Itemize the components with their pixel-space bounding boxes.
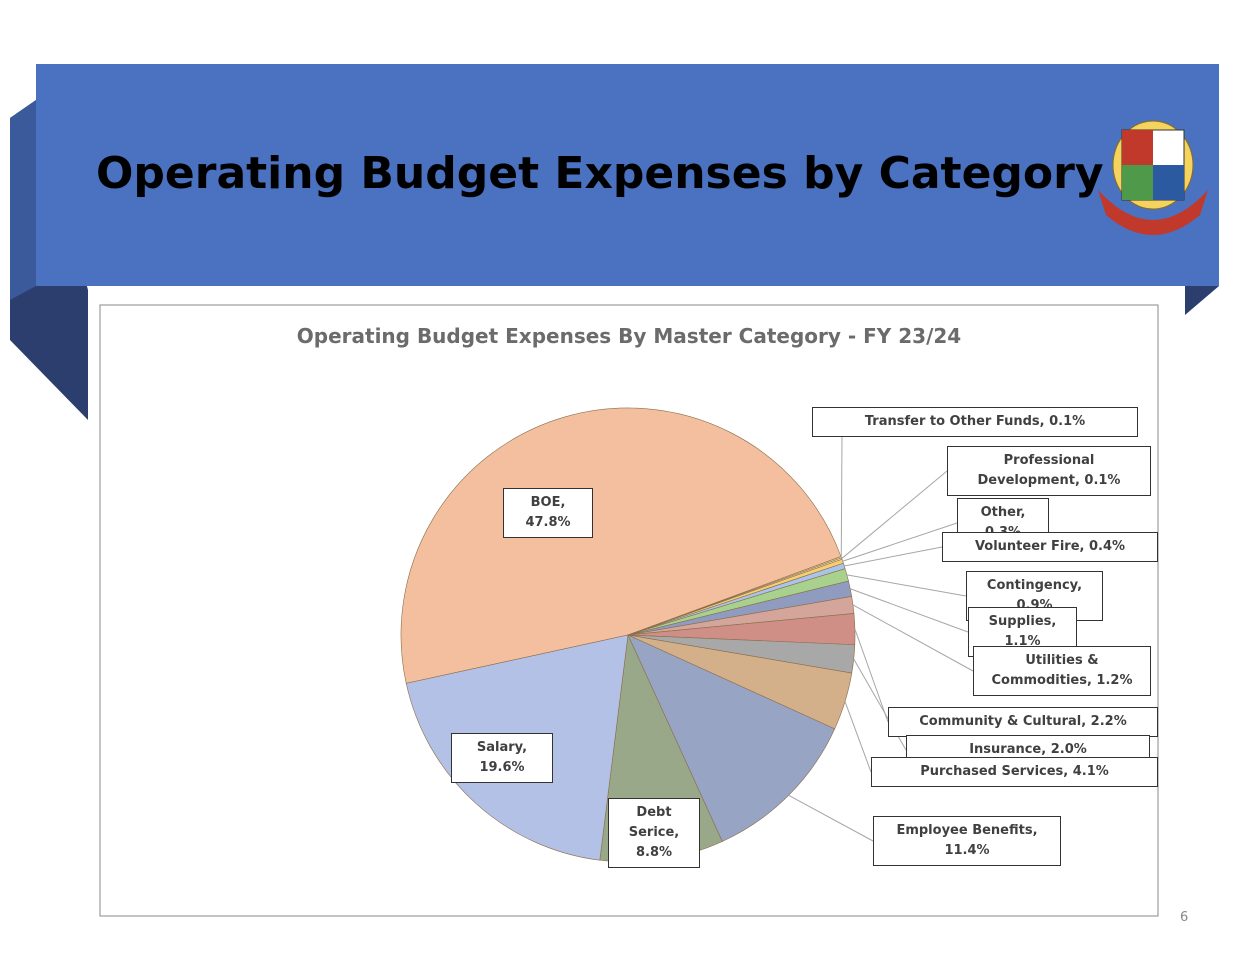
pie-slice xyxy=(400,407,842,684)
data-label: Transfer to Other Funds, 0.1% xyxy=(812,407,1138,437)
leader-line xyxy=(788,794,874,842)
logo xyxy=(1098,120,1208,235)
leader-line xyxy=(842,522,958,562)
data-label: Salary, 19.6% xyxy=(451,733,553,783)
data-label: Volunteer Fire, 0.4% xyxy=(942,532,1158,562)
slide-title: Operating Budget Expenses by Category xyxy=(96,148,1104,199)
banner xyxy=(36,64,1219,286)
leader-line xyxy=(841,470,948,559)
ribbon-fold xyxy=(1185,286,1219,315)
data-label: Employee Benefits, 11.4% xyxy=(873,816,1061,866)
chart-title: Operating Budget Expenses By Master Cate… xyxy=(296,324,962,348)
data-label: Purchased Services, 4.1% xyxy=(871,757,1158,787)
data-label: Community & Cultural, 2.2% xyxy=(888,707,1158,737)
data-label: BOE, 47.8% xyxy=(503,488,593,538)
ribbon-fold xyxy=(10,100,36,300)
data-label: Professional Development, 0.1% xyxy=(947,446,1151,496)
data-label: Utilities & Commodities, 1.2% xyxy=(973,646,1151,696)
leader-line xyxy=(846,574,967,597)
pie-slice xyxy=(627,634,836,842)
data-label: Debt Serice, 8.8% xyxy=(608,798,700,868)
leader-line xyxy=(844,701,872,773)
leader-line xyxy=(852,604,974,672)
leader-line xyxy=(840,436,843,558)
page-number: 6 xyxy=(1180,910,1189,925)
leader-line xyxy=(844,546,943,567)
leader-line xyxy=(850,588,969,633)
leader-line xyxy=(854,628,889,723)
